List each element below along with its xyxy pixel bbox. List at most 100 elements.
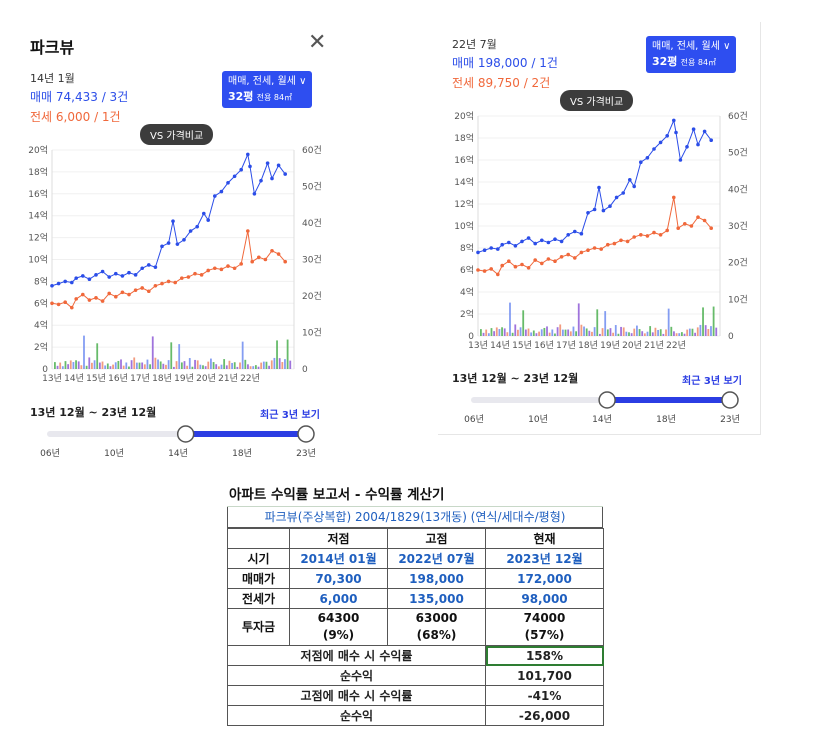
- rent-point[interactable]: [665, 228, 669, 233]
- rent-point[interactable]: [553, 259, 557, 263]
- table-cell[interactable]: 135,000: [387, 588, 486, 609]
- sale-point[interactable]: [573, 229, 577, 234]
- sale-point[interactable]: [639, 160, 643, 164]
- rent-point[interactable]: [206, 268, 210, 273]
- sale-point[interactable]: [206, 218, 210, 222]
- sale-point[interactable]: [182, 237, 186, 242]
- rent-point[interactable]: [166, 279, 171, 284]
- sale-point[interactable]: [188, 229, 193, 233]
- sale-point[interactable]: [232, 174, 237, 179]
- rent-point[interactable]: [683, 222, 687, 226]
- sale-point[interactable]: [147, 263, 151, 267]
- table-cell[interactable]: 6,000: [289, 588, 388, 609]
- sale-point[interactable]: [74, 276, 78, 280]
- sale-point[interactable]: [195, 224, 199, 229]
- sale-point[interactable]: [566, 233, 570, 237]
- row-label[interactable]: 전세가: [227, 588, 290, 609]
- slider-handle-end[interactable]: [297, 425, 315, 443]
- sale-point[interactable]: [691, 127, 696, 131]
- sale-point[interactable]: [614, 195, 619, 200]
- sale-point[interactable]: [114, 271, 118, 276]
- sale-point[interactable]: [678, 158, 683, 162]
- rent-point[interactable]: [180, 276, 184, 280]
- apartment-info[interactable]: 파크뷰(주상복합) 2004/1829(13개동) (연식/세대수/평형): [227, 507, 603, 528]
- period-slider[interactable]: 06년 10년 14년 18년 23년: [438, 388, 760, 428]
- table-cell[interactable]: 63000 (68%): [387, 608, 486, 646]
- sale-point[interactable]: [601, 208, 606, 213]
- rent-point[interactable]: [500, 263, 504, 268]
- rent-point[interactable]: [619, 238, 623, 243]
- sale-point[interactable]: [553, 237, 557, 241]
- rent-point[interactable]: [513, 264, 518, 269]
- rent-point[interactable]: [283, 259, 288, 264]
- sale-point[interactable]: [597, 185, 601, 190]
- sale-point[interactable]: [127, 270, 131, 275]
- sale-point[interactable]: [476, 250, 480, 255]
- rent-point[interactable]: [226, 264, 230, 268]
- rent-point[interactable]: [140, 286, 144, 290]
- rent-point[interactable]: [263, 257, 268, 262]
- sale-point[interactable]: [100, 269, 105, 274]
- sale-point[interactable]: [248, 164, 252, 169]
- rent-point[interactable]: [276, 252, 281, 256]
- rent-point[interactable]: [520, 262, 524, 267]
- sale-point[interactable]: [645, 156, 650, 160]
- column-header-high[interactable]: 고점: [387, 528, 486, 549]
- rent-point[interactable]: [546, 257, 551, 261]
- rent-point[interactable]: [193, 271, 197, 276]
- period-slider[interactable]: 06년 10년 14년 18년 23년: [18, 422, 336, 462]
- rent-point[interactable]: [592, 246, 597, 250]
- rent-point[interactable]: [153, 283, 158, 288]
- rent-point[interactable]: [120, 290, 125, 295]
- rent-point[interactable]: [56, 302, 61, 307]
- rent-point[interactable]: [476, 268, 480, 272]
- sale-point[interactable]: [175, 242, 180, 246]
- rent-point[interactable]: [232, 266, 237, 271]
- sale-point[interactable]: [107, 275, 111, 279]
- rent-point[interactable]: [612, 241, 617, 246]
- sale-point[interactable]: [513, 244, 518, 248]
- rent-point[interactable]: [482, 269, 487, 273]
- rent-point[interactable]: [186, 275, 191, 279]
- sale-point[interactable]: [628, 178, 632, 182]
- recent-3-years-link[interactable]: 최근 3년 보기: [260, 410, 320, 421]
- sale-point[interactable]: [81, 274, 85, 278]
- rent-point[interactable]: [676, 226, 680, 230]
- column-header-current[interactable]: 현재: [485, 528, 604, 549]
- table-cell[interactable]: 98,000: [485, 588, 604, 609]
- sale-point[interactable]: [652, 147, 656, 151]
- sale-point[interactable]: [579, 231, 584, 236]
- rent-point[interactable]: [107, 291, 111, 296]
- sale-point[interactable]: [70, 280, 74, 285]
- sale-point[interactable]: [608, 204, 612, 208]
- sale-point[interactable]: [592, 207, 597, 212]
- sale-point[interactable]: [63, 279, 67, 284]
- rent-point[interactable]: [127, 292, 131, 297]
- rent-point[interactable]: [606, 242, 610, 247]
- rent-point[interactable]: [270, 248, 274, 253]
- sale-point[interactable]: [283, 172, 288, 176]
- rent-point[interactable]: [625, 239, 630, 244]
- slider-handle-start[interactable]: [176, 425, 195, 443]
- sale-point[interactable]: [246, 152, 250, 157]
- sale-point[interactable]: [621, 191, 625, 195]
- sale-point[interactable]: [520, 239, 524, 244]
- result-value[interactable]: 158%: [485, 645, 604, 666]
- sale-point[interactable]: [533, 241, 537, 246]
- table-cell[interactable]: 64300 (9%): [289, 608, 388, 646]
- sale-point[interactable]: [160, 244, 164, 249]
- trade-type-filter-button[interactable]: 매매, 전세, 월세 ∨ 32평 전용 84㎡: [222, 71, 313, 108]
- rent-point[interactable]: [94, 296, 98, 300]
- recent-3-years-link[interactable]: 최근 3년 보기: [682, 376, 742, 387]
- sale-point[interactable]: [546, 240, 551, 245]
- table-cell[interactable]: 70,300: [289, 568, 388, 589]
- result-value[interactable]: -26,000: [485, 705, 604, 726]
- sale-point[interactable]: [239, 167, 243, 172]
- slider-handle-end[interactable]: [721, 391, 739, 409]
- row-label[interactable]: 투자금: [227, 608, 290, 646]
- rent-point[interactable]: [100, 299, 105, 303]
- rent-point[interactable]: [559, 255, 564, 259]
- sale-point[interactable]: [202, 211, 206, 216]
- rent-point[interactable]: [566, 252, 570, 257]
- sale-point[interactable]: [252, 192, 257, 196]
